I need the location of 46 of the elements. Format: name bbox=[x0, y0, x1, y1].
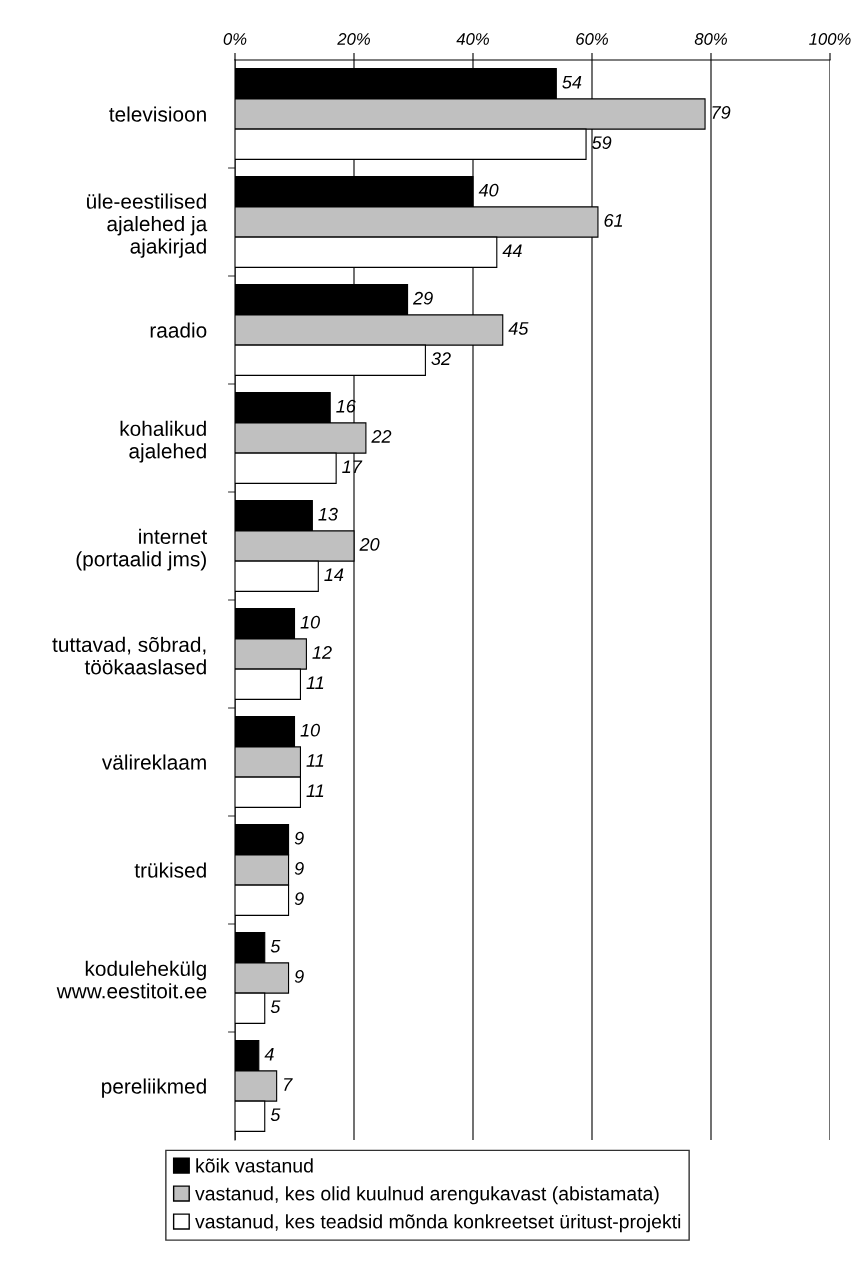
y-tick-label: kohalikud ajalehed bbox=[120, 420, 206, 463]
legend-label: vastanud, kes olid kuulnud arengukavast (abistamata) bbox=[195, 1186, 659, 1205]
data-label: 29 bbox=[413, 291, 433, 305]
data-label: 5 bbox=[270, 1108, 281, 1122]
data-label: 11 bbox=[306, 784, 324, 797]
x-tick-label: 100% bbox=[809, 33, 851, 45]
y-tick-label: tuttavad, sõbrad, töökaaslased bbox=[52, 636, 206, 675]
data-label: 22 bbox=[371, 430, 392, 443]
x-tick-label: 40% bbox=[456, 33, 489, 45]
data-label: 10 bbox=[300, 615, 320, 629]
data-label: 5 bbox=[270, 940, 281, 953]
data-label: 44 bbox=[502, 244, 522, 257]
y-tick-label: pereliikmed bbox=[102, 1078, 206, 1098]
x-tick-label: 60% bbox=[576, 33, 608, 45]
data-label: 45 bbox=[508, 322, 529, 335]
y-tick-label: televisioon bbox=[109, 106, 206, 122]
legend-label: vastanud, kes teadsid mõnda konkreetset üritust-projekti bbox=[195, 1214, 681, 1233]
data-label: 9 bbox=[294, 970, 304, 983]
data-label: 40 bbox=[478, 183, 499, 197]
data-label: 20 bbox=[359, 538, 380, 551]
y-tick-label: välireklaam bbox=[101, 754, 206, 770]
y-tick-label: internet (portaalid jms) bbox=[76, 528, 208, 571]
data-label: 13 bbox=[318, 507, 338, 521]
x-tick-label: 80% bbox=[694, 33, 727, 45]
y-tick-label: raadio bbox=[150, 322, 207, 338]
y-tick-label: üle-eestilised ajalehed ja ajakirjad bbox=[87, 193, 208, 258]
y-tick-label: trükised bbox=[134, 862, 206, 878]
x-tick-label: 0% bbox=[223, 33, 247, 45]
data-label: 11 bbox=[306, 676, 324, 689]
data-label: 61 bbox=[604, 214, 623, 227]
legend-label: kõik vastanud bbox=[196, 1158, 313, 1173]
data-label: 9 bbox=[294, 892, 304, 906]
data-label: 79 bbox=[712, 106, 731, 119]
data-label: 10 bbox=[300, 723, 320, 737]
data-label: 11 bbox=[306, 754, 324, 767]
data-label: 9 bbox=[294, 831, 304, 845]
data-label: 54 bbox=[562, 76, 582, 89]
data-label: 14 bbox=[324, 568, 344, 581]
data-label: 32 bbox=[431, 352, 451, 366]
data-label: 5 bbox=[270, 1000, 281, 1014]
x-tick-label: 20% bbox=[337, 33, 370, 45]
data-label: 9 bbox=[294, 862, 304, 875]
y-tick-label: kodulehekülg www.eestitoit.ee bbox=[56, 960, 207, 999]
data-label: 4 bbox=[264, 1048, 274, 1061]
data-label: 7 bbox=[284, 1078, 293, 1091]
data-label: 12 bbox=[312, 646, 332, 659]
